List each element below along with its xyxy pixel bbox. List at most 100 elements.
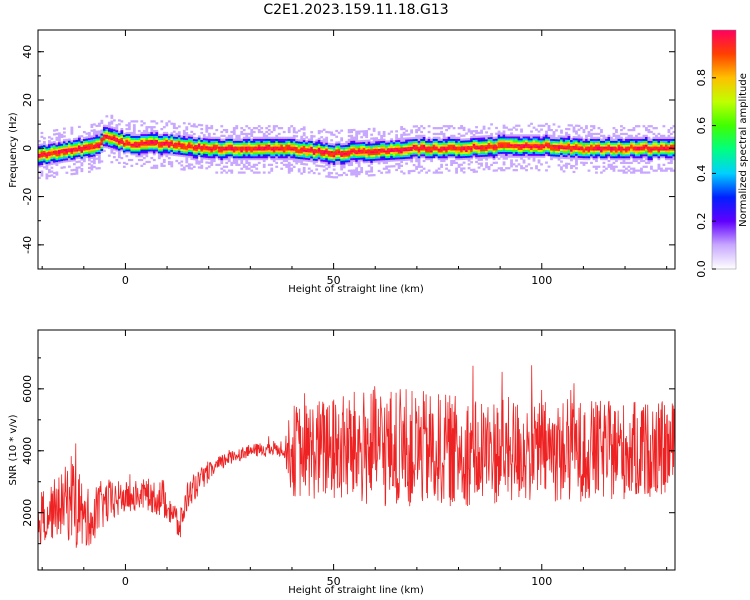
spectrogram-cell bbox=[167, 139, 171, 142]
spectrogram-cell bbox=[345, 148, 349, 151]
spectrogram-cell bbox=[430, 150, 433, 153]
spectrogram-cell bbox=[460, 163, 463, 166]
spectrogram-cell bbox=[442, 146, 446, 149]
spectrogram-cell bbox=[502, 143, 506, 147]
spectrogram-cell bbox=[70, 140, 74, 143]
spectrogram-cell bbox=[77, 150, 81, 154]
spectrogram-cell bbox=[230, 156, 234, 159]
spectrogram-cell bbox=[477, 131, 481, 134]
spectrogram-cell bbox=[420, 134, 423, 137]
spectrogram-cell bbox=[452, 138, 456, 141]
spectrogram-cell bbox=[617, 169, 621, 172]
spectrogram-cell bbox=[377, 160, 381, 163]
spectrogram-cell bbox=[180, 164, 184, 167]
spectrogram-cell bbox=[522, 136, 526, 139]
spectrogram-cell bbox=[337, 152, 341, 156]
spectrogram-cell bbox=[635, 154, 638, 157]
spectrogram-cell bbox=[360, 153, 364, 156]
spectrogram-cell bbox=[272, 159, 276, 163]
spectrogram-cell bbox=[195, 150, 199, 153]
spectrogram-cell bbox=[250, 165, 254, 168]
spectrogram-cell bbox=[135, 149, 139, 152]
spectrogram-cell bbox=[595, 152, 598, 155]
spectrogram-cell bbox=[50, 147, 54, 150]
spectrogram-cell bbox=[132, 139, 136, 142]
spectrogram-cell bbox=[132, 153, 136, 156]
spectrogram-cell bbox=[300, 162, 304, 166]
spectrogram-cell bbox=[452, 161, 456, 165]
spectrogram-cell bbox=[442, 144, 446, 147]
spectrogram-cell bbox=[130, 120, 134, 123]
spectrogram-cell bbox=[270, 148, 274, 151]
spectrogram-cell bbox=[482, 148, 486, 152]
spectrogram-cell bbox=[65, 158, 69, 161]
spectrogram-cell bbox=[612, 144, 616, 147]
spectrogram-cell bbox=[350, 148, 354, 151]
spectrogram-cell bbox=[485, 154, 488, 157]
spectrogram-cell bbox=[372, 160, 376, 163]
spectrogram-ridge-point bbox=[146, 141, 151, 146]
spectrogram-cell bbox=[220, 138, 224, 141]
spectrogram-cell bbox=[580, 161, 583, 164]
spectrogram-cell bbox=[152, 149, 156, 152]
spectrogram-cell bbox=[340, 139, 344, 142]
spectrogram-cell bbox=[92, 148, 96, 151]
spectrogram-cell bbox=[490, 132, 493, 136]
spectrogram-cell bbox=[595, 150, 598, 153]
spectrogram-cell bbox=[382, 134, 386, 138]
spectrogram-cell bbox=[342, 152, 346, 155]
spectrogram-cell bbox=[662, 154, 666, 157]
spectrogram-cell bbox=[152, 145, 156, 148]
spectrogram-cell bbox=[470, 149, 473, 152]
spectrogram-cell bbox=[660, 142, 663, 145]
spectrogram-cell bbox=[205, 144, 209, 147]
spectrogram-cell bbox=[107, 144, 111, 148]
spectrogram-cell bbox=[125, 147, 129, 150]
spectrogram-cell bbox=[570, 145, 573, 148]
spectrogram-cell bbox=[300, 128, 304, 131]
spectrogram-cell bbox=[70, 169, 74, 172]
spectrogram-cell bbox=[320, 130, 324, 133]
spectrogram-cell bbox=[272, 142, 276, 145]
spectrogram-cell bbox=[290, 144, 294, 147]
spectrogram-cell bbox=[455, 142, 458, 145]
spectrogram-cell bbox=[505, 167, 508, 170]
spectrogram-cell bbox=[495, 153, 498, 157]
spectrogram-cell bbox=[260, 157, 264, 161]
spectrogram-cell bbox=[142, 149, 146, 152]
spectrogram-cell bbox=[357, 132, 361, 135]
spectrogram-cell bbox=[182, 131, 186, 135]
spectrogram-cell bbox=[647, 138, 651, 141]
spectrogram-cell bbox=[55, 157, 59, 161]
spectrogram-cell bbox=[137, 145, 141, 148]
spectrogram-cell bbox=[72, 168, 76, 172]
spectrogram-cell bbox=[52, 160, 56, 163]
spectrogram-cell bbox=[43, 142, 46, 146]
spectrogram-cell bbox=[487, 142, 491, 145]
spectrogram-cell bbox=[662, 144, 666, 147]
spectrogram-cell bbox=[400, 155, 404, 158]
spectrogram-cell bbox=[200, 124, 204, 127]
spectrogram-cell bbox=[570, 124, 573, 127]
spectrogram-cell bbox=[337, 162, 341, 165]
spectrogram-cell bbox=[270, 144, 274, 147]
spectrogram-cell bbox=[135, 162, 139, 166]
spectrogram-cell bbox=[402, 151, 406, 154]
spectrogram-cell bbox=[65, 144, 69, 147]
spectrogram-ridge-point bbox=[519, 144, 524, 148]
spectrogram-cell bbox=[662, 163, 666, 166]
spectrogram-cell bbox=[405, 141, 409, 144]
spectrogram-cell bbox=[482, 168, 486, 171]
spectrogram-cell bbox=[610, 152, 613, 155]
spectrogram-cell bbox=[107, 123, 111, 126]
spectrogram-cell bbox=[617, 142, 621, 145]
spectrogram-cell bbox=[650, 144, 653, 147]
spectrogram-cell bbox=[312, 142, 316, 146]
spectrogram-cell bbox=[670, 167, 673, 170]
spectrogram-cell bbox=[187, 153, 191, 156]
spectrogram-cell bbox=[232, 138, 236, 141]
spectrogram-cell bbox=[367, 143, 371, 146]
spectrogram-cell bbox=[147, 149, 151, 152]
spectrogram-cell bbox=[467, 143, 471, 147]
spectrogram-cell bbox=[587, 144, 591, 147]
